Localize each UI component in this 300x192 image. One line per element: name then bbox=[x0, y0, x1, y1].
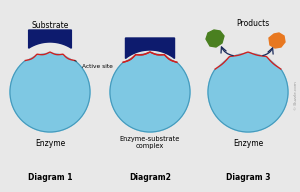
Text: Products: Products bbox=[236, 20, 270, 28]
Polygon shape bbox=[26, 22, 75, 60]
Text: © Buzzle.com: © Buzzle.com bbox=[294, 82, 298, 110]
Text: Active site: Active site bbox=[75, 61, 113, 69]
Text: Diagram 1: Diagram 1 bbox=[28, 174, 72, 183]
Text: Diagram2: Diagram2 bbox=[129, 174, 171, 183]
Text: Diagram 3: Diagram 3 bbox=[226, 174, 270, 183]
Text: Enzyme-substrate
complex: Enzyme-substrate complex bbox=[120, 136, 180, 149]
Text: Substrate: Substrate bbox=[31, 22, 69, 31]
Circle shape bbox=[110, 52, 190, 132]
Polygon shape bbox=[28, 30, 71, 48]
Text: Enzyme: Enzyme bbox=[233, 139, 263, 148]
Polygon shape bbox=[215, 22, 281, 69]
Text: Enzyme: Enzyme bbox=[35, 139, 65, 148]
Polygon shape bbox=[206, 30, 224, 47]
Polygon shape bbox=[269, 33, 285, 48]
Circle shape bbox=[208, 52, 288, 132]
Polygon shape bbox=[125, 38, 175, 58]
Polygon shape bbox=[123, 22, 177, 62]
Circle shape bbox=[10, 52, 90, 132]
